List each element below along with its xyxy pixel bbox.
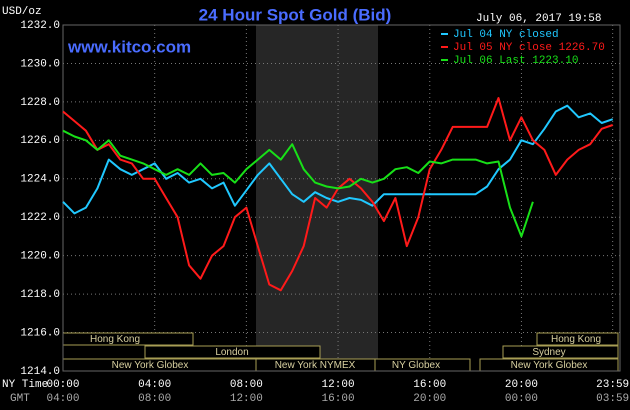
y-tick-label: 1214.0: [20, 366, 60, 378]
x-tick-label: 20:00: [505, 379, 538, 391]
x-tick-label-gmt: 08:00: [138, 393, 171, 405]
session-label: Hong Kong: [551, 334, 601, 345]
session-label: Sydney: [532, 347, 565, 358]
x-tick-label-gmt: 20:00: [413, 393, 446, 405]
chart-title: 24 Hour Spot Gold (Bid): [199, 5, 392, 24]
y-tick-label: 1216.0: [20, 327, 60, 339]
x-tick-label: 08:00: [230, 379, 263, 391]
series-line: [62, 104, 614, 215]
ny-time-label: NY Time: [2, 379, 48, 391]
gmt-label: GMT: [10, 393, 30, 405]
plot-frame: [62, 24, 621, 372]
x-tick-label: 12:00: [322, 379, 355, 391]
legend-label: Jul 05 NY close 1226.70: [453, 42, 605, 54]
y-tick-label: 1228.0: [20, 97, 60, 109]
session: Sydney: [502, 345, 619, 359]
session: New York Globex: [479, 358, 619, 372]
session-label: NY Globex: [392, 360, 440, 371]
x-tick-label-gmt: 00:00: [505, 393, 538, 405]
session: New York NYMEX: [255, 358, 376, 372]
comex-session-shade: [256, 25, 378, 371]
y-tick-label: 1222.0: [20, 212, 60, 224]
x-tick-label: 23:59: [596, 379, 629, 391]
watermark: www.kitco.com: [67, 37, 191, 56]
x-tick-label-gmt: 12:00: [230, 393, 263, 405]
x-tick-label: 00:00: [46, 379, 79, 391]
y-tick-label: 1218.0: [20, 289, 60, 301]
x-tick-label-gmt: 16:00: [322, 393, 355, 405]
session-label: London: [215, 347, 248, 358]
session: London: [144, 345, 321, 359]
session-label: New York Globex: [112, 360, 189, 371]
session: New York Globex: [62, 358, 276, 372]
market-sessions: Hong Kong London New York Globex New Yor…: [62, 332, 619, 372]
y-axis-label: USD/oz: [2, 6, 42, 18]
x-tick-label-gmt: 04:00: [46, 393, 79, 405]
y-tick-label: 1224.0: [20, 174, 60, 186]
y-tick-label: 1220.0: [20, 251, 60, 263]
legend-label: Jul 06 Last 1223.10: [453, 55, 578, 67]
timestamp: July 06, 2017 19:58: [476, 13, 601, 25]
y-tick-label: 1226.0: [20, 135, 60, 147]
session: Hong Kong: [536, 332, 619, 346]
session: Hong Kong: [62, 332, 194, 346]
y-tick-label: 1232.0: [20, 20, 60, 32]
session-label: New York NYMEX: [275, 360, 356, 371]
series-line: [62, 129, 534, 238]
x-tick-label: 16:00: [413, 379, 446, 391]
session-label: New York Globex: [511, 360, 588, 371]
session-label: Hong Kong: [90, 334, 140, 345]
x-tick-label-gmt: 03:59: [596, 393, 629, 405]
legend-label: Jul 04 NY closed: [453, 29, 559, 41]
x-tick-label: 04:00: [138, 379, 171, 391]
y-tick-label: 1230.0: [20, 58, 60, 70]
session: NY Globex: [374, 358, 471, 372]
